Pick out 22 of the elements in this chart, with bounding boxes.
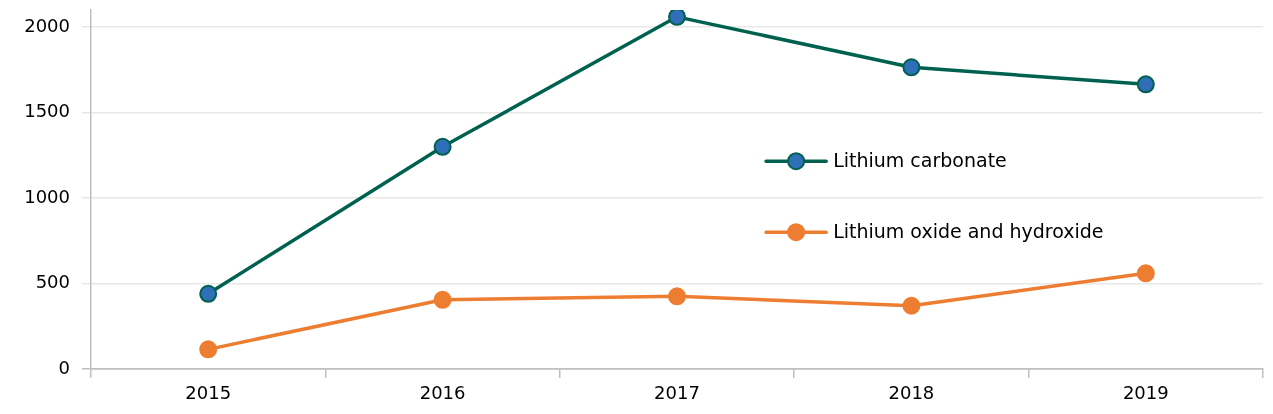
x-tick-label: 2015 [185, 382, 232, 404]
point [1136, 264, 1155, 283]
point [433, 137, 452, 156]
point [668, 287, 686, 306]
point [902, 296, 921, 315]
y-tick-label: 2000 [24, 14, 70, 36]
point [668, 10, 686, 26]
legend-label: Lithium carbonate [833, 149, 1007, 172]
point [902, 58, 921, 77]
point [199, 340, 218, 359]
point [433, 290, 452, 309]
point [1136, 75, 1155, 94]
y-tick-label: 1500 [24, 100, 70, 122]
x-tick-label: 2019 [1122, 382, 1169, 404]
legend-label: Lithium oxide and hydroxide [833, 220, 1104, 243]
y-tick-label: 500 [35, 271, 70, 293]
y-tick-label: 0 [58, 356, 70, 378]
x-tick-label: 2017 [654, 382, 700, 404]
x-tick-label: 2016 [419, 382, 466, 404]
x-tick-label: 2018 [888, 382, 935, 404]
y-tick-label: 1000 [24, 185, 70, 207]
point [199, 284, 218, 303]
